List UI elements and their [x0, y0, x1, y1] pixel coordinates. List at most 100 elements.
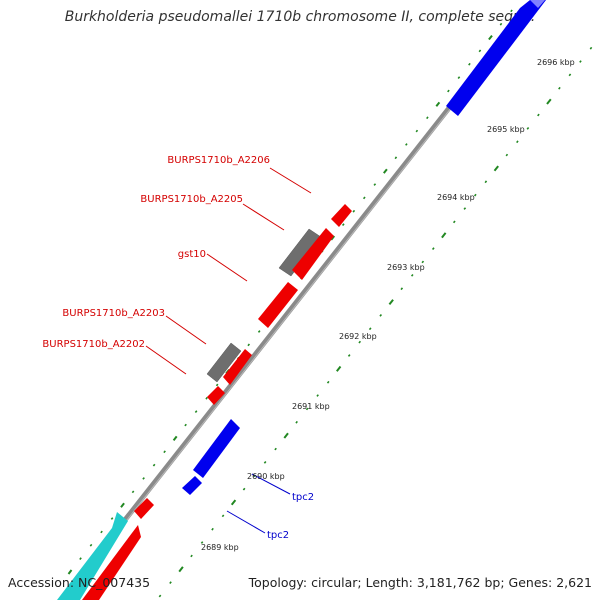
scale-label: 2696 kbp — [537, 58, 575, 67]
scale-tick — [211, 527, 214, 531]
gene-labels: BURPS1710b_A2206 BURPS1710b_A2205 gst10 … — [42, 155, 314, 541]
pseudogene-feature[interactable] — [206, 342, 242, 383]
gene-label-burps1710b-a2205[interactable]: BURPS1710b_A2205 — [140, 194, 243, 205]
scale-tick — [394, 156, 398, 160]
gene-label-tpc2[interactable]: tpc2 — [267, 530, 289, 541]
scale-tick — [100, 530, 103, 534]
feature-track-left — [57, 228, 322, 600]
scale-tick — [341, 223, 345, 226]
gene-label-burps1710b-a2206[interactable]: BURPS1710b_A2206 — [167, 155, 270, 166]
cds-feature[interactable] — [331, 204, 352, 227]
scale-tick — [589, 46, 593, 50]
scale-tick — [516, 140, 519, 144]
scale-tick — [274, 447, 277, 451]
scale-tick — [194, 410, 198, 414]
scale-tick — [158, 594, 162, 598]
scale-tick — [163, 450, 166, 454]
leader-line — [145, 345, 187, 375]
gene-label-burps1710b-a2202[interactable]: BURPS1710b_A2202 — [42, 339, 145, 350]
scale-tick — [79, 557, 82, 561]
scale-tick — [230, 499, 237, 506]
scale-label: 2690 kbp — [247, 472, 285, 481]
scale-tick — [368, 327, 372, 331]
rna-feature[interactable] — [193, 419, 240, 478]
scale-tick — [415, 129, 419, 133]
scale-tick — [257, 330, 261, 333]
scale-tick — [110, 517, 114, 520]
scale-tick — [89, 543, 93, 547]
scale-label: 2691 kbp — [292, 402, 330, 411]
scale-tick — [441, 232, 447, 239]
scale-tick — [431, 247, 435, 250]
scale-tick — [330, 235, 336, 241]
scale-tick — [352, 209, 356, 213]
scale-tick — [358, 340, 362, 344]
scale-tick — [373, 183, 377, 186]
scale-tick — [435, 101, 441, 107]
scale-tick — [120, 502, 125, 508]
gene-label-gst10[interactable]: gst10 — [178, 249, 206, 260]
cds-feature[interactable] — [258, 282, 298, 328]
scale-tick — [263, 461, 267, 464]
leader-line — [269, 167, 312, 194]
scale-tick — [247, 343, 251, 347]
scale-tick — [316, 394, 319, 397]
leader-line — [165, 315, 207, 345]
scale-tick — [478, 49, 482, 53]
scale-tick — [305, 407, 309, 411]
scale-tick — [242, 487, 246, 491]
cds-feature[interactable] — [134, 498, 154, 519]
scale-tick — [383, 168, 388, 174]
scale-tick — [579, 60, 582, 63]
cds-feature[interactable] — [207, 386, 225, 405]
scale-tick — [405, 143, 408, 146]
rna-feature[interactable] — [182, 476, 202, 495]
cds-feature[interactable] — [292, 228, 334, 280]
scale-tick — [558, 86, 561, 90]
scale-tick — [426, 116, 429, 120]
scale-label: 2692 kbp — [339, 332, 377, 341]
gene-label-burps1710b-a2203[interactable]: BURPS1710b_A2203 — [62, 308, 165, 319]
scale-tick — [400, 287, 404, 291]
scale-tick — [457, 76, 461, 80]
leader-line — [251, 473, 291, 495]
label-leaders — [145, 167, 312, 534]
accession-label: Accession: NC_007435 — [8, 575, 151, 590]
scale-tick — [283, 432, 289, 439]
scale-tick — [379, 314, 383, 317]
scale-tick — [468, 62, 471, 66]
scale-tick — [178, 566, 184, 573]
scale-tick — [510, 9, 513, 13]
scale-tick — [568, 73, 572, 77]
scale-tick — [473, 193, 477, 197]
scale-tick — [172, 435, 178, 442]
leader-line — [242, 203, 285, 231]
scale-tick — [499, 22, 503, 26]
feature-track-right — [82, 0, 546, 600]
other-feature[interactable] — [57, 512, 128, 600]
scale-tick — [410, 274, 414, 277]
gene-label-tpc2[interactable]: tpc2 — [292, 492, 314, 503]
scale-tick — [336, 365, 342, 372]
scale-tick — [131, 490, 135, 494]
scale-tick — [205, 396, 208, 400]
scale-tick — [347, 354, 351, 357]
scale-label: 2693 kbp — [387, 263, 425, 272]
scale-tick — [142, 477, 145, 480]
scale-tick — [537, 113, 540, 117]
leader-line — [206, 253, 248, 282]
scale-label: 2695 kbp — [487, 125, 525, 134]
rna-feature[interactable] — [446, 0, 546, 116]
scale-tick — [190, 554, 193, 558]
scale-tick — [546, 98, 552, 105]
scale-tick — [215, 383, 219, 387]
cds-feature[interactable] — [82, 525, 141, 600]
cds-feature[interactable] — [223, 349, 252, 385]
scale-label: 2689 kbp — [201, 543, 239, 552]
leader-line — [226, 510, 266, 534]
scale-tick — [388, 299, 394, 306]
scale-tick — [200, 541, 204, 544]
rna-feature-edge — [530, 0, 545, 8]
scale-tick — [169, 581, 172, 585]
